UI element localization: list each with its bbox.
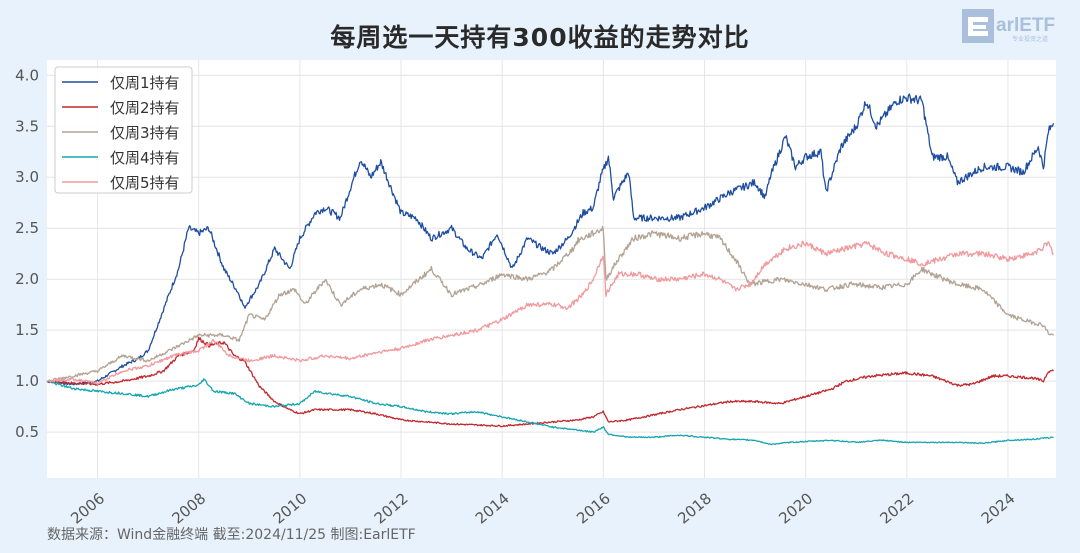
- x-tick-label: 2020: [775, 489, 816, 527]
- legend-label: 仅周4持有: [110, 149, 180, 167]
- series-line-5: [46, 240, 1054, 386]
- x-tick-label: 2016: [573, 489, 614, 527]
- x-tick-label: 2018: [674, 489, 715, 527]
- x-tick-label: 2006: [67, 489, 108, 527]
- y-tick-label: 3.0: [15, 168, 39, 186]
- earletf-logo: arlETF 专业投资之道: [962, 9, 1072, 43]
- x-tick-label: 2024: [978, 489, 1019, 527]
- legend-label: 仅周3持有: [110, 124, 180, 142]
- y-tick-label: 1.0: [15, 372, 39, 390]
- y-tick-label: 4.0: [15, 66, 39, 84]
- x-tick-label: 2022: [877, 489, 918, 527]
- legend-label: 仅周2持有: [110, 99, 180, 117]
- svg-text:arlETF: arlETF: [996, 15, 1055, 36]
- series-line-1: [46, 93, 1055, 386]
- source-note: 数据来源：Wind金融终端 截至:2024/11/25 制图:EarlETF: [47, 527, 416, 543]
- y-tick-label: 1.5: [15, 321, 39, 339]
- y-tick-label: 3.5: [15, 117, 39, 135]
- legend-label: 仅周1持有: [110, 74, 180, 92]
- legend: [54, 66, 193, 194]
- plot-area: [47, 60, 1056, 478]
- chart-title: 每周选一天持有300收益的走势对比: [330, 23, 750, 52]
- series-line-2: [46, 336, 1054, 428]
- y-tick-label: 2.5: [15, 219, 39, 237]
- x-tick-label: 2012: [371, 489, 412, 527]
- x-tick-label: 2014: [472, 489, 513, 527]
- legend-label: 仅周5持有: [110, 174, 180, 192]
- x-tick-label: 2010: [270, 489, 311, 527]
- series-line-4: [46, 378, 1054, 446]
- svg-text:专业投资之道: 专业投资之道: [1012, 35, 1048, 43]
- y-tick-label: 2.0: [15, 270, 39, 288]
- x-tick-label: 2008: [168, 489, 209, 527]
- y-tick-label: 0.5: [15, 423, 39, 441]
- series-line-3: [46, 225, 1054, 383]
